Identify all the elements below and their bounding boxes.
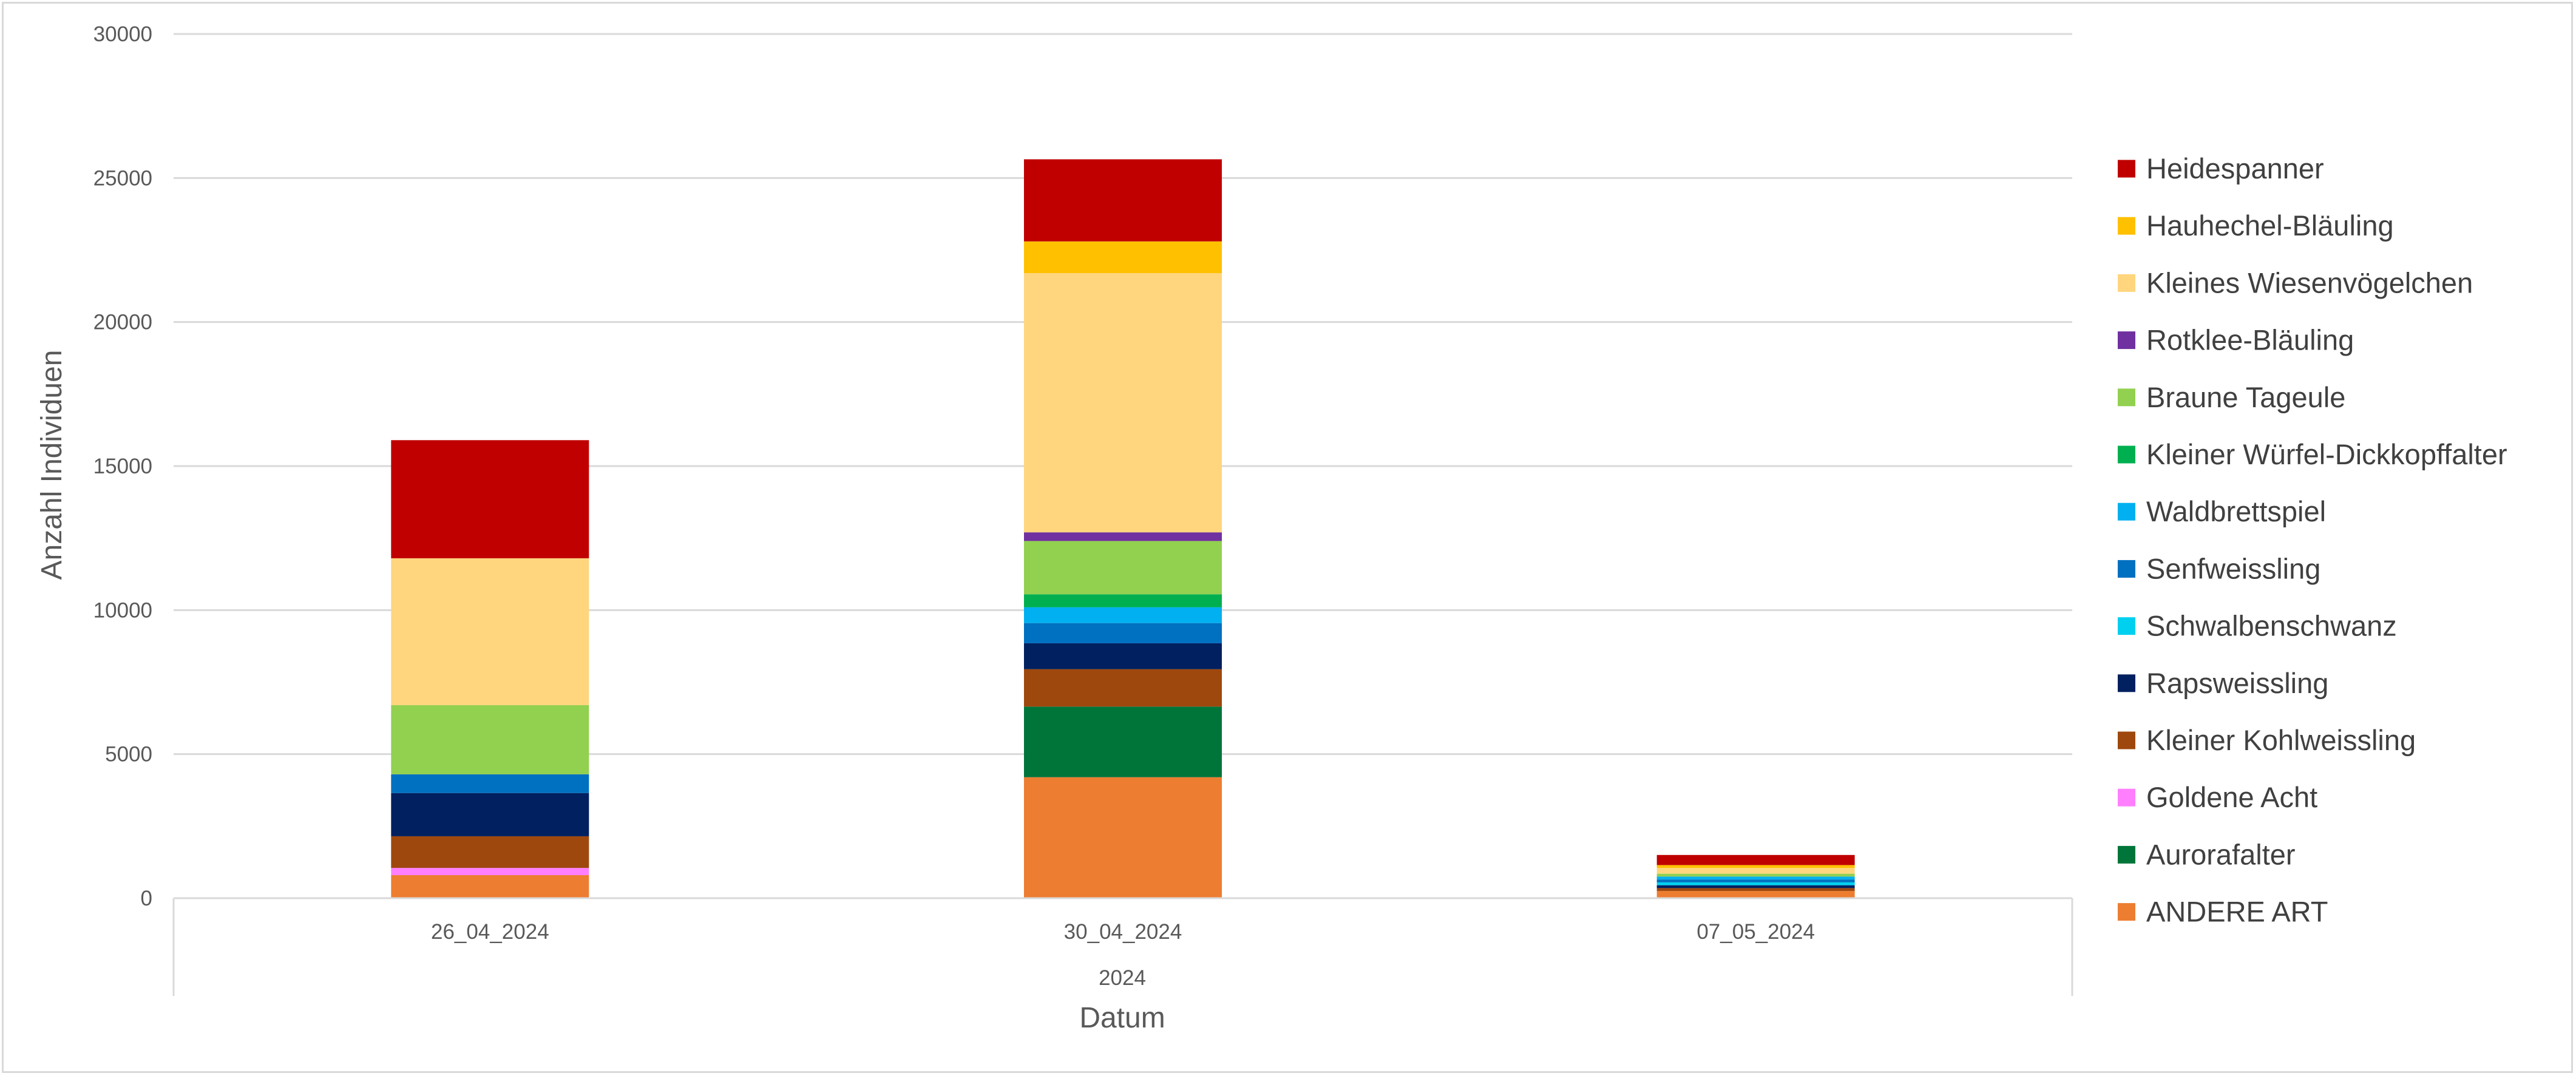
legend-swatch: [2118, 731, 2135, 749]
bar-segment: [1656, 876, 1855, 880]
legend-label: Schwalbenschwanz: [2146, 610, 2397, 642]
bar-segment: [1024, 607, 1222, 623]
legend-swatch: [2118, 331, 2135, 350]
legend-label: Waldbrettspiel: [2146, 495, 2326, 527]
legend: Heidespanner Hauhechel-Bläuling Kleines Wi…: [2118, 152, 2507, 928]
bar-segment: [1024, 241, 1222, 273]
bar-segment: [1024, 777, 1222, 898]
legend-swatch: [2118, 903, 2135, 921]
bar-segment: [1024, 272, 1222, 533]
legend-swatch: [2118, 160, 2135, 178]
legend-swatch: [2118, 217, 2135, 235]
bar-segment: [1656, 888, 1855, 892]
legend-label: Hauhechel-Bläuling: [2146, 209, 2394, 242]
y-tick-label: 25000: [93, 166, 152, 190]
bar-segment: [1024, 623, 1222, 643]
bar-segment: [1024, 159, 1222, 242]
y-tick-label: 20000: [93, 311, 152, 334]
legend-swatch: [2118, 274, 2135, 292]
bar-segment: [391, 836, 589, 868]
y-tick-label: 0: [141, 887, 152, 910]
legend-swatch: [2118, 388, 2135, 407]
x-tick-label: 26_04_2024: [431, 920, 549, 944]
axes: 0 5000 10000 15000 20000 25000 30000 26_04_2024…: [93, 22, 2073, 996]
y-tick-label: 30000: [93, 22, 152, 46]
legend-swatch: [2118, 617, 2135, 635]
y-tick-label: 15000: [93, 455, 152, 478]
legend-swatch: [2118, 674, 2135, 692]
legend-swatch: [2118, 445, 2135, 464]
bar-segment: [391, 440, 589, 558]
bar-segment: [1024, 669, 1222, 707]
bar-segment: [1656, 865, 1855, 868]
bar-segment: [1024, 643, 1222, 669]
x-tick-label: 30_04_2024: [1064, 920, 1182, 944]
bar-segment: [1656, 891, 1855, 898]
y-tick-label: 5000: [105, 743, 152, 766]
bar-segment: [1656, 885, 1855, 888]
bar-segment: [391, 705, 589, 774]
bar-segment: [1656, 854, 1855, 865]
bar-segment: [1656, 882, 1855, 885]
x-group-label: 2024: [1099, 966, 1146, 990]
y-tick-label: 10000: [93, 598, 152, 622]
bar-segment: [1024, 706, 1222, 777]
legend-label: Heidespanner: [2146, 152, 2324, 184]
legend-label: Kleiner Würfel-Dickkopffalter: [2146, 438, 2507, 470]
bar-segment: [1656, 868, 1855, 874]
y-axis-title: Anzahl Individuen: [36, 350, 68, 580]
bar-segment: [391, 868, 589, 876]
bar-segment: [1024, 541, 1222, 595]
bar-segment: [1656, 873, 1855, 877]
legend-label: Senfweissling: [2146, 552, 2320, 584]
bar-segment: [391, 875, 589, 898]
bar-segment: [1656, 879, 1855, 882]
legend-label: Rotklee-Bläuling: [2146, 324, 2354, 356]
legend-label: Rapsweissling: [2146, 667, 2328, 699]
legend-swatch: [2118, 788, 2135, 807]
legend-swatch: [2118, 845, 2135, 864]
legend-label: Kleiner Kohlweissling: [2146, 724, 2416, 756]
bar-segment: [391, 793, 589, 836]
legend-swatch: [2118, 560, 2135, 578]
legend-label: ANDERE ART: [2146, 896, 2328, 928]
legend-label: Kleines Wiesenvögelchen: [2146, 266, 2473, 299]
x-tick-label: 07_05_2024: [1696, 920, 1815, 944]
bar-segment: [1024, 594, 1222, 607]
stacked-bar-chart: 0 5000 10000 15000 20000 25000 30000 26_04_2024…: [36, 22, 2507, 1034]
legend-swatch: [2118, 502, 2135, 521]
bar-segment: [391, 774, 589, 793]
legend-label: Braune Tageule: [2146, 381, 2345, 413]
bars: [391, 159, 1855, 898]
legend-label: Aurorafalter: [2146, 838, 2296, 870]
legend-label: Goldene Acht: [2146, 781, 2317, 813]
bar-segment: [1024, 532, 1222, 541]
bar-segment: [391, 558, 589, 705]
x-axis-title: Datum: [1079, 1002, 1165, 1034]
